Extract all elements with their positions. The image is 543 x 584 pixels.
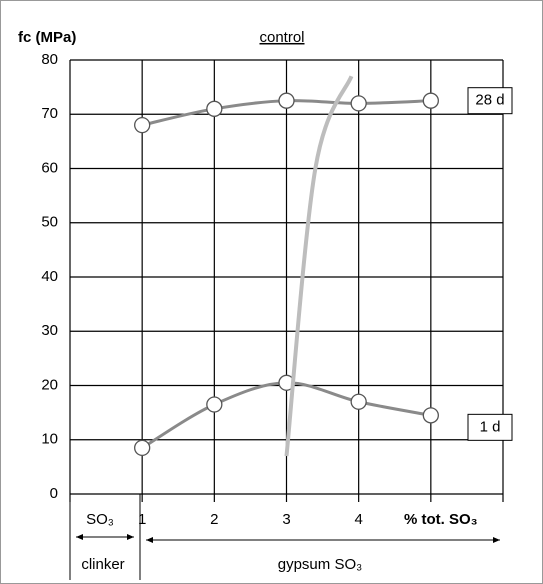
y-axis-label: fc (MPa) (18, 29, 76, 46)
series-line (284, 75, 354, 457)
y-tick-label: 20 (41, 376, 58, 393)
y-tick-label: 80 (41, 51, 58, 68)
x-tick-label: 4 (354, 511, 362, 528)
y-tick-label: 40 (41, 268, 58, 285)
legend-label: 28 d (475, 92, 504, 109)
arrow-head (76, 534, 134, 540)
y-tick-label: 10 (41, 431, 58, 448)
x-tick-label: 1 (138, 511, 146, 528)
y-tick-label: 70 (41, 105, 58, 122)
y-tick-label: 60 (41, 159, 58, 176)
marker (206, 396, 223, 413)
annotation: gypsum SO₃ (278, 556, 362, 573)
marker (134, 439, 151, 457)
marker (206, 100, 223, 117)
marker (422, 407, 439, 424)
annotation: clinker (81, 556, 124, 573)
legend-box (467, 413, 513, 441)
x-tick-label: % tot. SO₃ (404, 511, 478, 528)
marker (134, 116, 151, 134)
annotation: SO₃ (86, 511, 114, 528)
y-tick-label: 0 (50, 485, 58, 502)
x-tick-label: 3 (282, 511, 290, 528)
legend-label: 1 d (480, 418, 501, 435)
marker (422, 92, 439, 109)
y-tick-label: 50 (41, 214, 58, 231)
y-tick-label: 30 (41, 322, 58, 339)
x-tick-label: 2 (210, 511, 218, 528)
legend-box (467, 87, 513, 115)
marker (350, 95, 367, 112)
legend-label: control (259, 29, 304, 46)
marker (278, 92, 295, 109)
marker (350, 393, 367, 410)
